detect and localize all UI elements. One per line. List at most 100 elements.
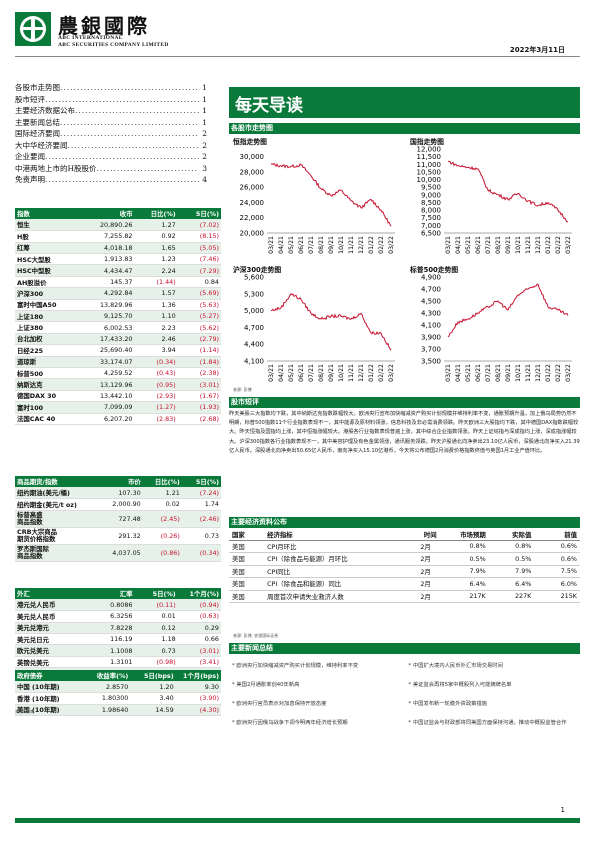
- news-item: 中国扩大境内人民币外汇市场交易时间: [409, 662, 578, 670]
- x-tick-label: 02/22: [378, 364, 385, 382]
- toc-entry[interactable]: 免责声明 4: [15, 174, 207, 186]
- toc-entry[interactable]: 各股市走势图 1: [15, 82, 207, 94]
- econ-row: 美国 CPI（除食品与能源）月环比 2月 0.5% 0.5% 0.6%: [229, 552, 580, 566]
- row-label: 恒生: [15, 219, 77, 232]
- econ-column-header: 市场预期: [439, 529, 489, 541]
- x-tick-label: 08/21: [495, 364, 502, 382]
- toc-page: 1: [202, 117, 207, 127]
- column-header: 日比(%): [134, 208, 178, 220]
- toc-title: 主要新闻总结: [15, 117, 60, 127]
- table-row: 罗杰斯国际 商品指数 4,037.05 (0.86) (0.34): [15, 544, 221, 562]
- econ-cell: 0.8%: [488, 540, 535, 553]
- table-row: 美元兑人民币 6.3256 0.01 (0.63): [15, 610, 221, 623]
- cell-value: (5.63): [177, 299, 221, 312]
- toc-entry[interactable]: 国际经济要闻 2: [15, 128, 207, 140]
- econ-cell: 215K: [534, 590, 580, 603]
- y-tick-label: 8,500: [421, 199, 441, 207]
- cell-value: (2.83): [134, 413, 178, 425]
- econ-column-header: 国家: [229, 529, 265, 541]
- cell-value: (0.43): [134, 367, 178, 380]
- toc-leader: [45, 94, 199, 106]
- econ-cell: 2月: [411, 590, 440, 603]
- news-item: 欧洲央行加快缩减资产购买计划规模，维持利率不变: [232, 662, 401, 670]
- econ-cell: 美国: [229, 565, 265, 578]
- x-tick-label: 02/22: [555, 364, 562, 382]
- news-item: 欧洲央行因俄乌战争下调今明两年经济增长预期: [232, 719, 401, 727]
- toc-entry[interactable]: 主要新闻总结 1: [15, 117, 207, 129]
- cell-value: 1.3101: [89, 656, 135, 669]
- toc-title: 股市短评: [15, 94, 45, 104]
- toc-entry[interactable]: 大中华经济要闻 2: [15, 140, 207, 152]
- row-label: 标普高盛 商品指数: [15, 510, 94, 528]
- cell-value: 13,442.10: [76, 390, 135, 403]
- table-row: HSC大型股 1,913.83 1.23 (7.46): [15, 253, 221, 266]
- y-tick-label: 4,100: [421, 322, 441, 330]
- toc-entry[interactable]: 企业要闻 2: [15, 151, 207, 163]
- column-header: 收市: [76, 208, 135, 220]
- x-tick-label: 08/21: [495, 236, 502, 254]
- cell-value: (1.93): [177, 401, 221, 414]
- cell-value: (0.94): [177, 599, 221, 612]
- table-row: 纽约期油(美元/桶) 107.30 1.21 (7.24): [15, 487, 221, 500]
- toc-entry[interactable]: 股市短评 1: [15, 94, 207, 106]
- x-tick-label: 01/22: [368, 364, 375, 382]
- toc-title: 大中华经济要闻: [15, 140, 68, 150]
- x-tick-label: 07/21: [308, 364, 315, 382]
- cell-value: 1.65: [134, 242, 178, 255]
- charts-section-header: 各股市走势图: [229, 123, 580, 134]
- table-row: 港元兑人民币 0.8086 (0.11) (0.94): [15, 599, 221, 612]
- x-tick-label: 09/21: [328, 236, 335, 254]
- cell-value: (3.41): [177, 656, 221, 669]
- toc-entry[interactable]: 中港两地上市的H股股价 3: [15, 163, 207, 175]
- table-row: 欧元兑美元 1.1008 0.73 (3.01): [15, 644, 221, 657]
- column-header: 5日(bps): [130, 670, 176, 682]
- y-tick-label: 28,000: [240, 168, 265, 176]
- table-row: 道琼斯 33,174.07 (0.34) (1.84): [15, 356, 221, 368]
- series-line: [270, 162, 392, 227]
- column-header: 日比(%): [142, 476, 182, 488]
- row-label: 富时中国A50: [15, 299, 77, 312]
- row-label: 纽约期油(美元/桶): [15, 487, 94, 500]
- y-tick-label: 12,000: [417, 146, 442, 154]
- cell-value: 0.12: [134, 622, 178, 635]
- table-row: 日经225 25,690.40 3.94 (1.14): [15, 344, 221, 357]
- x-tick-label: 02/22: [555, 236, 562, 254]
- cell-value: 6.3256: [89, 610, 135, 623]
- x-tick-label: 02/22: [378, 236, 385, 254]
- chart-title: 国指走势图: [410, 138, 444, 146]
- cell-value: (5.05): [177, 242, 221, 255]
- row-label: HSC中型股: [15, 264, 77, 277]
- cell-value: (1.27): [134, 401, 178, 414]
- econ-section-header: 主要经济资料公布: [229, 517, 580, 528]
- x-tick-label: 10/21: [338, 236, 345, 254]
- cell-value: (1.44): [134, 276, 178, 289]
- table-row: H股 7,255.82 0.92 (8.15): [15, 230, 221, 243]
- econ-cell: 2月: [411, 577, 440, 591]
- cell-value: 1.23: [134, 253, 178, 266]
- row-label: 欧元兑美元: [15, 644, 90, 657]
- y-tick-label: 11,500: [417, 153, 442, 161]
- x-tick-label: 03/21: [268, 236, 275, 254]
- cell-value: 4,434.47: [76, 264, 135, 277]
- toc-leader: [60, 117, 199, 129]
- y-tick-label: 24,000: [240, 199, 265, 207]
- x-tick-label: 03/22: [388, 364, 395, 382]
- econ-cell: 217K: [439, 590, 489, 603]
- toc-page: 1: [202, 94, 207, 104]
- cell-value: (2.93): [134, 390, 178, 403]
- cell-value: (2.45): [142, 510, 182, 528]
- abc-logo-icon: [15, 12, 51, 46]
- x-tick-label: 12/21: [535, 364, 542, 382]
- cell-value: 20,890.26: [76, 219, 135, 232]
- y-tick-label: 9,500: [421, 184, 441, 192]
- cell-value: 1,913.83: [76, 253, 135, 266]
- report-date: 2022年3月11日: [509, 46, 565, 54]
- cell-value: 1.57: [134, 287, 178, 300]
- toc-entry[interactable]: 主要经济数据公布 1: [15, 105, 207, 117]
- x-tick-label: 06/21: [475, 364, 482, 382]
- cell-value: (1.84): [177, 356, 221, 368]
- x-tick-label: 05/21: [288, 364, 295, 382]
- cell-value: (0.34): [181, 544, 221, 562]
- cell-value: (0.34): [134, 356, 178, 368]
- table-row: 纳斯达克 13,129.96 (0.95) (3.01): [15, 378, 221, 391]
